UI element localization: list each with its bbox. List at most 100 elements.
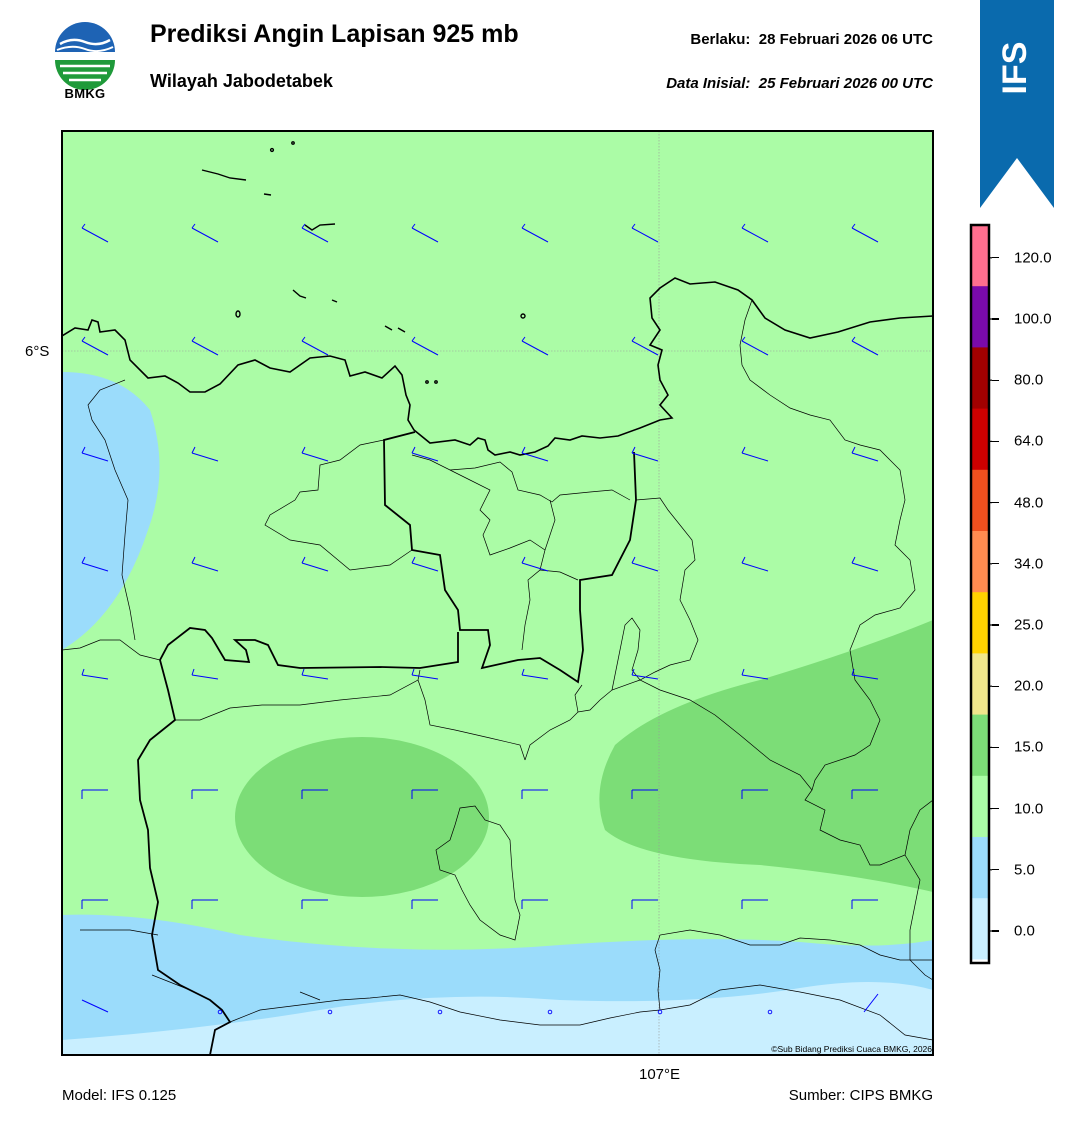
wind-layer-15-20-east (599, 620, 933, 892)
copyright-text: ©Sub Bidang Prediksi Cuaca BMKG, 2026 (771, 1044, 932, 1054)
wind-layer-10-15 (62, 131, 933, 1055)
colorbar-segment (971, 653, 989, 716)
wind-barb (851, 223, 879, 243)
colorbar-tick-mark (992, 318, 999, 320)
model-label: Model: IFS 0.125 (62, 1087, 177, 1104)
wind-layer-0-5-south (62, 981, 933, 1055)
wind-barb (631, 446, 659, 462)
wind-barb (521, 223, 549, 243)
wind-barb (301, 446, 329, 462)
wind-barb (851, 336, 879, 356)
colorbar-tick-label: 120.0 (1014, 249, 1052, 267)
wind-barb (191, 899, 218, 909)
colorbar-segment (971, 775, 989, 838)
wind-barb (631, 556, 659, 572)
wind-barb (301, 223, 329, 243)
wind-barb (301, 556, 329, 572)
wind-barb (851, 668, 879, 680)
colorbar-tick-label: 34.0 (1014, 555, 1044, 573)
wind-barb (521, 668, 549, 680)
wind-barb (521, 446, 549, 462)
coastline (62, 277, 933, 456)
colorbar-tick-label: 10.0 (1014, 800, 1044, 818)
wind-barb (851, 789, 878, 799)
colorbar-tick-label: 64.0 (1014, 432, 1044, 450)
wind-barb (191, 446, 219, 462)
calm-wind-marker (327, 1009, 333, 1015)
wind-barb (81, 223, 109, 243)
valid-time-value: 28 Februari 2026 06 UTC (758, 31, 933, 48)
colorbar-frame (969, 223, 991, 965)
wind-barb (301, 336, 329, 356)
wind-barb (301, 789, 328, 799)
wind-barb (81, 999, 109, 1013)
wind-barb (411, 336, 439, 356)
calm-wind-marker (767, 1009, 773, 1015)
colorbar-segment (971, 347, 989, 410)
wind-barb (81, 899, 108, 909)
wind-barb (301, 899, 328, 909)
colorbar-tick-mark (992, 624, 999, 626)
init-time-label: Data Inisial: (666, 75, 751, 92)
colorbar-tick-mark (992, 563, 999, 565)
wind-barb (851, 446, 879, 462)
wind-barb (741, 899, 768, 909)
calm-wind-marker (657, 1009, 663, 1015)
wind-barb (741, 789, 768, 799)
islands (201, 141, 526, 384)
colorbar-tick-label: 15.0 (1014, 738, 1044, 756)
wind-barb (81, 336, 109, 356)
wind-barb (81, 668, 109, 680)
wind-barb (631, 899, 658, 909)
wind-barb (521, 556, 549, 572)
wind-barb (411, 668, 439, 680)
wind-barb (631, 223, 659, 243)
valid-time-label: Berlaku: (690, 31, 751, 48)
colorbar-segment (971, 714, 989, 777)
wind-barb (741, 223, 769, 243)
wind-barb (741, 556, 769, 572)
source-label: Sumber: CIPS BMKG (788, 1087, 933, 1104)
colorbar-tick-mark (992, 685, 999, 687)
colorbar-tick-label: 48.0 (1014, 494, 1044, 512)
colorbar-segment (971, 531, 989, 593)
wind-barb (521, 899, 548, 909)
wind-barb (191, 336, 219, 356)
ribbon-text: IFS (996, 42, 1034, 95)
colorbar-segment (971, 592, 989, 654)
wind-barb (411, 899, 438, 909)
wind-barb (741, 336, 769, 356)
calm-wind-marker (437, 1009, 443, 1015)
wind-barb (191, 668, 219, 680)
wind-barb (741, 446, 769, 462)
colorbar-tick-mark (992, 257, 999, 259)
wind-barb (411, 223, 439, 243)
wind-barb (411, 789, 438, 799)
wind-barb (191, 223, 219, 243)
bmkg-logo-icon (55, 22, 115, 90)
map-frame (61, 130, 934, 1056)
colorbar-segment (971, 837, 989, 899)
page-subtitle: Wilayah Jabodetabek (150, 71, 333, 91)
colorbar-tick-mark (992, 379, 999, 381)
wind-barb (411, 446, 439, 462)
colorbar-tick-mark (992, 746, 999, 748)
init-time-value: 25 Februari 2026 00 UTC (758, 75, 933, 92)
wind-barb (81, 556, 109, 572)
wind-barb (863, 993, 879, 1013)
wind-barb (631, 789, 658, 799)
colorbar-segment (971, 959, 989, 963)
wind-barb (851, 556, 879, 572)
colorbar-tick-label: 20.0 (1014, 677, 1044, 695)
wind-barb (81, 789, 108, 799)
init-time: Data Inisial: 25 Februari 2026 00 UTC (666, 75, 933, 92)
colorbar-tick-mark (992, 930, 999, 932)
wind-barb (741, 668, 769, 680)
colorbar-tick-label: 25.0 (1014, 616, 1044, 634)
valid-time: Berlaku: 28 Februari 2026 06 UTC (690, 31, 933, 48)
wind-barb (411, 556, 439, 572)
colorbar-segment (971, 898, 989, 960)
longitude-label: 107°E (639, 1066, 681, 1083)
wind-barb (301, 668, 329, 680)
